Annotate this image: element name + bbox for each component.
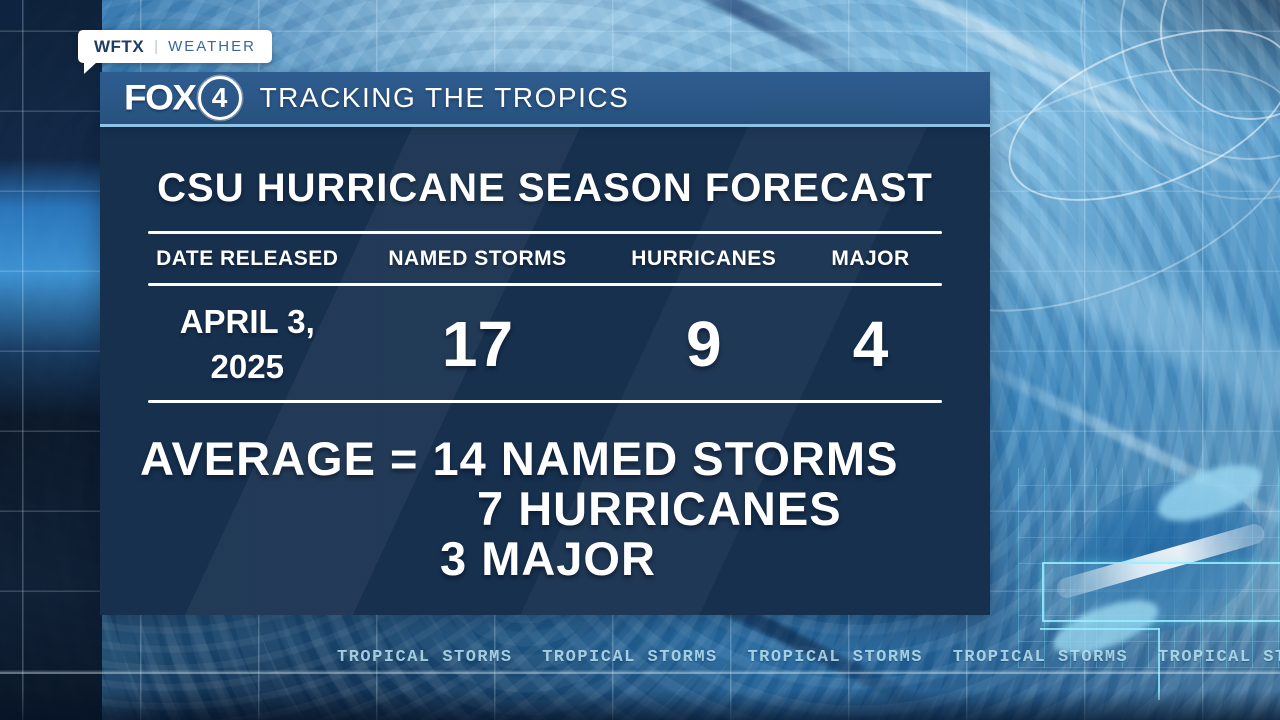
divider-line: [148, 231, 942, 234]
background-corner-square: [0, 0, 28, 28]
date-released-value: APRIL 3, 2025: [179, 303, 315, 385]
station-department-label: WEATHER: [168, 38, 256, 55]
divider-line: [148, 400, 942, 403]
station-badge: WFTX | WEATHER: [78, 30, 272, 74]
ticker-item: TROPICAL STORMS: [952, 648, 1129, 667]
fox4-logo: FOX 4: [124, 76, 242, 120]
background-line: [1040, 628, 1160, 630]
ticker-item: TROPICAL STORMS: [747, 648, 923, 667]
column-header-hurricanes: HURRICANES: [631, 247, 777, 270]
ticker-item: TROPICAL STORMS: [337, 648, 513, 667]
background-line: [0, 672, 1280, 674]
average-hurricanes: 7 HURRICANES: [477, 482, 842, 535]
channel-number: 4: [211, 82, 228, 113]
ticker-item: TROPICAL STORMS: [1157, 648, 1280, 667]
average-annotation: AVERAGE = 14 NAMED STORMS 7 HURRICANES 3…: [140, 434, 898, 584]
channel-4-circle-icon: 4: [197, 76, 242, 120]
station-call-sign: WFTX: [94, 36, 145, 56]
background-highlight-box: [1042, 562, 1280, 622]
major-value: 4: [852, 308, 889, 380]
table-row: APRIL 3, 2025 17 9 4: [148, 296, 942, 392]
header-accent-line: [100, 124, 990, 127]
forecast-panel: CSU HURRICANE SEASON FORECAST DATE RELEA…: [100, 126, 990, 615]
fox-logo-text: FOX: [124, 78, 197, 117]
background-line: [1158, 628, 1160, 700]
segment-title: TRACKING THE TROPICS: [259, 82, 630, 113]
panel-title: CSU HURRICANE SEASON FORECAST: [157, 166, 933, 210]
hurricanes-value: 9: [685, 308, 722, 380]
column-header-date-released: DATE RELEASED: [156, 247, 339, 270]
ticker-item: TROPICAL STORMS: [542, 648, 718, 667]
badge-divider: |: [154, 38, 159, 55]
column-header-named-storms: NAMED STORMS: [388, 247, 567, 270]
background-bottom-shade: [0, 690, 1280, 720]
column-header-major: MAJOR: [831, 247, 910, 270]
divider-line: [148, 283, 942, 286]
average-named-storms: AVERAGE = 14 NAMED STORMS: [140, 432, 899, 485]
tropical-storms-ticker: TROPICAL STORMS TROPICAL STORMS TROPICAL…: [337, 648, 1280, 670]
background-left-dark-column: [0, 0, 102, 720]
header-bar: FOX 4 TRACKING THE TROPICS: [100, 72, 990, 124]
named-storms-value: 17: [441, 308, 514, 380]
table-header-row: DATE RELEASED NAMED STORMS HURRICANES MA…: [148, 247, 942, 271]
average-major: 3 MAJOR: [440, 532, 656, 585]
